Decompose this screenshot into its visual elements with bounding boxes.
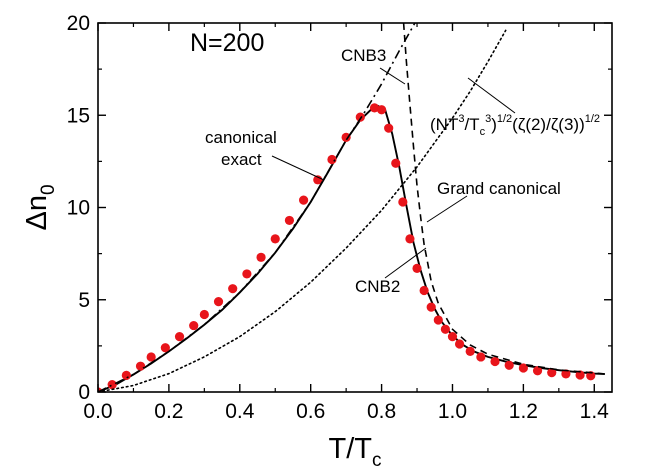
series-line-dashdot bbox=[98, 23, 416, 392]
data-point bbox=[419, 285, 429, 296]
data-point bbox=[376, 105, 387, 115]
arrow-formula bbox=[467, 77, 516, 114]
data-point bbox=[121, 370, 131, 380]
data-point bbox=[398, 197, 408, 207]
annotation-formula: (NT3/Tc3)1/2(ζ(2)/ζ(3))1/2 bbox=[430, 113, 600, 138]
series-line-dashed bbox=[402, 23, 605, 375]
data-point bbox=[476, 352, 486, 362]
x-axis-title-main: T/T bbox=[329, 433, 373, 465]
data-point bbox=[160, 343, 170, 353]
data-point bbox=[146, 352, 156, 362]
data-point bbox=[433, 315, 443, 325]
x-tick-label: 0.2 bbox=[154, 400, 183, 423]
x-tick-label: 0.8 bbox=[367, 400, 396, 423]
y-tick-label: 10 bbox=[67, 197, 90, 220]
y-tick-label: 0 bbox=[78, 381, 90, 404]
data-point bbox=[228, 284, 238, 294]
y-tick-label: 15 bbox=[67, 104, 90, 127]
data-point bbox=[405, 234, 415, 244]
data-point bbox=[341, 132, 351, 142]
y-axis-title: Δn0 bbox=[21, 184, 59, 230]
data-point bbox=[504, 360, 514, 370]
x-axis-title-sub: c bbox=[372, 450, 382, 471]
arrow-cnb3 bbox=[379, 67, 406, 85]
annotation-grand-canonical: Grand canonical bbox=[437, 179, 561, 198]
data-point bbox=[561, 369, 571, 379]
data-point bbox=[135, 361, 146, 371]
data-point bbox=[586, 371, 596, 381]
data-point bbox=[189, 320, 199, 331]
annotation-cnb3: CNB3 bbox=[341, 46, 386, 65]
data-point bbox=[532, 366, 543, 376]
data-point bbox=[384, 123, 394, 133]
data-point bbox=[270, 234, 280, 244]
x-tick-label: 1.2 bbox=[509, 400, 538, 423]
data-point bbox=[107, 380, 117, 390]
data-point bbox=[518, 363, 528, 373]
annotation-cnb2: CNB2 bbox=[355, 277, 400, 296]
arrow-grand-canonical bbox=[426, 195, 468, 223]
data-point bbox=[454, 339, 465, 349]
y-tick-label: 5 bbox=[78, 289, 90, 312]
data-point bbox=[369, 103, 380, 113]
data-point bbox=[547, 368, 557, 378]
data-point bbox=[440, 324, 450, 334]
data-point bbox=[465, 346, 475, 357]
data-point bbox=[575, 370, 585, 380]
data-point bbox=[426, 302, 436, 312]
series-line-solid bbox=[98, 104, 605, 392]
data-point bbox=[199, 309, 209, 320]
x-tick-label: 0.4 bbox=[225, 400, 255, 423]
x-tick-label: 1.0 bbox=[438, 400, 467, 423]
data-point bbox=[355, 112, 365, 122]
x-tick-label: 0.0 bbox=[83, 400, 112, 423]
arrow-canonical bbox=[271, 155, 325, 181]
x-tick-label: 0.6 bbox=[296, 400, 325, 423]
y-tick-label: 20 bbox=[67, 12, 90, 35]
y-axis-title-main: Δn bbox=[21, 195, 53, 231]
series-line-dotted bbox=[98, 29, 507, 392]
arrow-cnb2 bbox=[384, 247, 427, 279]
data-point bbox=[391, 158, 401, 168]
data-point bbox=[256, 252, 266, 262]
series-layer bbox=[98, 23, 605, 392]
data-point bbox=[313, 175, 323, 185]
y-axis-title-sub: 0 bbox=[38, 184, 59, 195]
data-point bbox=[299, 195, 309, 205]
x-tick-label: 1.4 bbox=[580, 400, 610, 423]
data-point bbox=[412, 263, 422, 273]
data-point bbox=[284, 215, 295, 226]
data-point bbox=[213, 296, 224, 307]
annotation-canonical-1: canonical bbox=[205, 128, 277, 147]
data-point bbox=[447, 332, 458, 342]
x-axis-title: T/Tc bbox=[329, 433, 382, 471]
annotation-canonical-2: exact bbox=[221, 150, 262, 169]
data-point bbox=[174, 332, 185, 342]
n-label: N=200 bbox=[190, 29, 264, 57]
data-point bbox=[242, 269, 252, 279]
data-point bbox=[327, 154, 337, 165]
data-point bbox=[490, 356, 500, 367]
